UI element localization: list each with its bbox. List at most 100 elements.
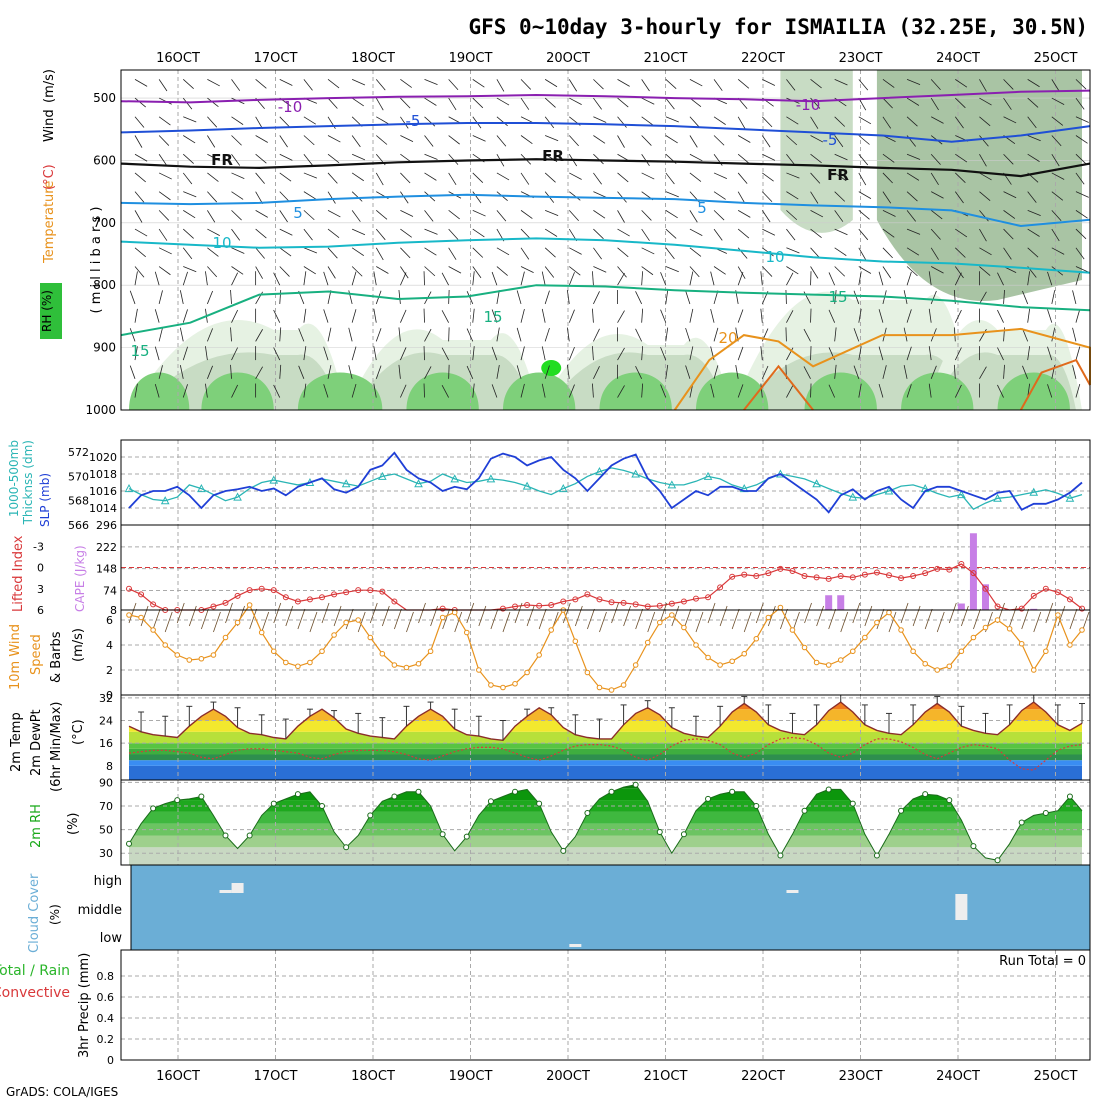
wind-tick-label: 6	[106, 614, 113, 627]
wind-barb	[587, 608, 595, 630]
wind-barb	[928, 308, 932, 323]
wind-barb	[1022, 365, 1029, 379]
rh-marker	[560, 847, 567, 854]
wind-barb	[858, 308, 862, 323]
pressure-tick-label: 800	[93, 278, 116, 292]
isotherm-label: 15	[483, 308, 502, 326]
top-date-label: 24OCT	[936, 51, 980, 66]
wind-barb	[635, 291, 643, 305]
wind-barb	[1047, 346, 1053, 361]
wind-barb	[327, 172, 338, 184]
wind-barb	[1027, 247, 1039, 258]
wind-barb	[737, 135, 751, 143]
wind-barb	[1075, 383, 1081, 398]
wind-barb	[997, 309, 1004, 323]
rh-marker	[777, 852, 784, 859]
wind-barb	[134, 153, 148, 162]
temp-tick-label: 8	[106, 760, 113, 773]
wind-barb	[1027, 308, 1031, 323]
wind-barb	[466, 602, 475, 624]
bottom-date-label: 22OCT	[741, 1069, 785, 1084]
wind-speed-marker	[837, 657, 844, 663]
wind-speed-marker	[488, 682, 494, 688]
wind-barb	[930, 172, 939, 186]
wind-barb	[1003, 364, 1005, 379]
wind-barb	[544, 365, 550, 379]
wind-barb	[496, 135, 507, 147]
wind-barb	[207, 79, 220, 87]
wind-barb	[1075, 247, 1085, 260]
wind-barb	[303, 228, 313, 241]
wind-barb	[516, 365, 522, 379]
wind-barb	[400, 172, 411, 184]
wind-barb	[376, 135, 388, 145]
wind-speed-marker	[644, 639, 651, 646]
wind-barb	[179, 365, 184, 379]
wind-barb	[906, 271, 912, 286]
wind-speed-marker	[620, 682, 627, 688]
wind-barb	[660, 309, 667, 323]
wind-barb	[134, 97, 146, 108]
top-date-label: 19OCT	[449, 51, 493, 66]
wind-barb	[231, 266, 244, 275]
wind-barb	[134, 228, 148, 237]
wind-barb	[713, 228, 723, 241]
lifted-index-marker	[1030, 592, 1037, 599]
wind-barb	[472, 228, 485, 238]
wind-barb	[182, 228, 194, 239]
rh-marker	[270, 800, 277, 807]
wind-barb	[834, 228, 848, 236]
wind-barb	[858, 346, 862, 361]
precip-tick-label: 0.6	[97, 991, 115, 1004]
wind-barb	[979, 79, 987, 92]
lifted-index-marker	[789, 568, 796, 575]
wind-speed-marker	[958, 648, 965, 655]
lifted-index-marker	[946, 566, 953, 573]
wind-barb	[472, 308, 475, 323]
wind-barb	[496, 97, 510, 106]
wind-barb	[930, 79, 941, 91]
isotherm-label: FR	[211, 151, 233, 169]
top-date-label: 25OCT	[1034, 51, 1078, 66]
wind-barb	[1051, 191, 1064, 201]
wind-barb	[689, 266, 700, 278]
wind-barb	[128, 602, 137, 624]
wind-barb	[496, 266, 508, 276]
wind-barb	[810, 116, 819, 129]
wind-barb	[906, 346, 912, 361]
temp-band	[129, 720, 1082, 732]
wind-barb	[134, 308, 138, 323]
wind-barb	[179, 327, 184, 342]
thickness-marker	[848, 492, 858, 501]
wind-barb	[737, 266, 746, 279]
wind-barb	[858, 247, 867, 261]
wind-barb	[207, 153, 220, 162]
wind-barb	[183, 266, 197, 273]
dewpt-line	[128, 736, 1083, 771]
wind-barb	[520, 79, 532, 90]
wind-tick-label: 0	[106, 689, 113, 702]
thickness-marker	[957, 490, 966, 499]
wind-barb	[665, 79, 677, 90]
thickness-marker	[558, 484, 568, 493]
isotherm-25	[743, 364, 814, 411]
wind-barb	[834, 247, 847, 256]
wind-barb	[1027, 97, 1039, 108]
wind-barb	[466, 365, 474, 379]
wind-speed-marker	[849, 648, 856, 655]
wind-barb	[231, 309, 239, 323]
thickness-marker	[595, 467, 604, 476]
wind-barb	[930, 228, 941, 240]
wind-barb	[255, 116, 263, 130]
frame-layer	[120, 69, 1091, 1061]
wind-barb	[924, 608, 933, 630]
wind-speed-marker	[1030, 667, 1037, 673]
wind-barb	[593, 153, 604, 165]
wind-barb	[448, 228, 459, 240]
wind-speed-marker	[258, 629, 265, 636]
wind-barb	[249, 608, 258, 630]
rh-marker	[150, 805, 157, 812]
wind-barb	[375, 228, 386, 241]
wind-barb	[852, 602, 861, 624]
rh-marker	[994, 857, 1001, 864]
